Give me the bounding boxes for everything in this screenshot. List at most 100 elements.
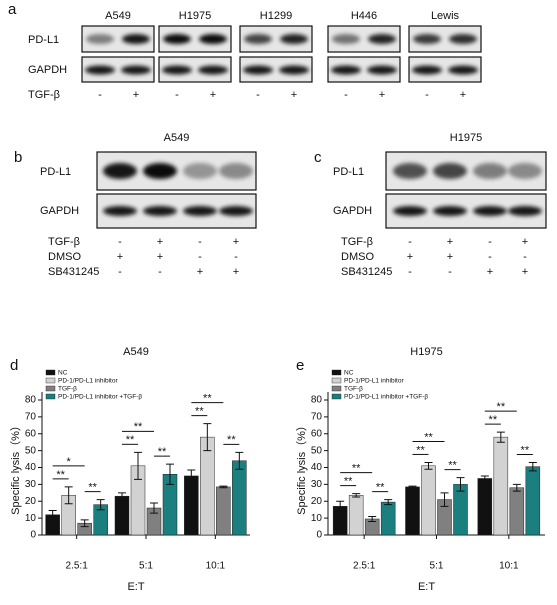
- bar: [380, 501, 396, 536]
- row-label: PD-L1: [28, 34, 59, 46]
- treatment-sign: +: [487, 266, 493, 278]
- blot-band: [332, 34, 360, 44]
- treatment-sign: -: [344, 89, 348, 101]
- treatment-sign: +: [197, 266, 203, 278]
- significance-label: **: [134, 421, 143, 433]
- error-bar: [48, 510, 57, 520]
- legend-swatch: [45, 385, 56, 392]
- blot-band: [393, 163, 427, 179]
- y-tick-label: 0: [316, 530, 322, 541]
- error-bar: [496, 431, 505, 443]
- bar: [200, 436, 215, 536]
- y-tick-label: 20: [25, 496, 37, 507]
- x-tick-label: 2.5:1: [66, 561, 89, 572]
- significance-label: **: [497, 401, 506, 413]
- significance-label: *: [67, 456, 72, 468]
- blot-band: [219, 163, 253, 179]
- blot-band: [199, 34, 227, 44]
- row-label: GAPDH: [333, 205, 372, 217]
- bar: [509, 487, 525, 536]
- cell-line: H1299: [260, 10, 292, 22]
- legend-swatch: [331, 377, 342, 384]
- cell-line: H1975: [179, 10, 211, 22]
- blot-band: [279, 65, 309, 75]
- panel-letter: e: [296, 357, 304, 374]
- error-bar: [235, 451, 244, 470]
- blot-band: [367, 65, 397, 75]
- legend-label: TGF-β: [58, 386, 77, 393]
- treatment-sign: -: [234, 251, 238, 263]
- panel-letter: b: [14, 149, 22, 166]
- x-tick-label: 5:1: [139, 561, 153, 572]
- legend-swatch: [45, 377, 56, 384]
- treatment-sign: +: [379, 89, 385, 101]
- error-bar: [187, 469, 196, 483]
- error-bar: [408, 485, 417, 489]
- row-label: PD-L1: [40, 166, 71, 178]
- significance-label: **: [195, 406, 204, 418]
- y-tick-label: 30: [311, 479, 323, 490]
- treatment-sign: -: [198, 236, 202, 248]
- row-label: GAPDH: [28, 64, 67, 76]
- significance-label: **: [416, 444, 425, 456]
- blot-band: [183, 163, 217, 179]
- treatment-sign: +: [522, 266, 528, 278]
- blot-band: [85, 65, 115, 75]
- legend-swatch: [45, 369, 56, 376]
- x-tick-label: 10:1: [499, 561, 519, 572]
- y-tick-label: 60: [311, 428, 323, 439]
- blot-band: [121, 65, 151, 75]
- x-axis-label: E:T: [127, 581, 144, 593]
- blot-band: [508, 206, 542, 216]
- bar: [525, 466, 541, 536]
- significance-label: **: [352, 463, 361, 475]
- treatment-sign: -: [448, 266, 452, 278]
- treatment-label: TGF-β: [28, 89, 60, 101]
- error-bar: [150, 502, 158, 514]
- y-tick-label: 60: [25, 428, 37, 439]
- significance-label: **: [521, 444, 530, 456]
- bar: [421, 465, 436, 536]
- error-bar: [440, 492, 449, 507]
- panel-letter: a: [8, 1, 17, 18]
- blot-band: [103, 206, 137, 216]
- treatment-sign: +: [522, 236, 528, 248]
- treatment-sign: -: [425, 89, 429, 101]
- legend-label: NC: [58, 370, 68, 377]
- x-tick-label: 10:1: [206, 561, 226, 572]
- treatment-sign: -: [488, 236, 492, 248]
- cell-line: Lewis: [431, 10, 460, 22]
- treatment-sign: -: [98, 89, 102, 101]
- blot-band: [162, 65, 192, 75]
- significance-label: **: [227, 434, 236, 446]
- significance-label: **: [344, 476, 353, 488]
- treatment-sign: +: [157, 236, 163, 248]
- y-tick-label: 10: [25, 513, 37, 524]
- blot-band: [163, 34, 191, 44]
- y-tick-label: 30: [25, 479, 37, 490]
- blot-band: [280, 34, 308, 44]
- y-tick-label: 80: [311, 395, 323, 406]
- blot-title: A549: [164, 132, 190, 144]
- cell-line: H446: [351, 10, 377, 22]
- error-bar: [166, 463, 174, 485]
- treatment-sign: -: [408, 236, 412, 248]
- blot-band: [122, 34, 150, 44]
- legend-label: PD-1/PD-L1 inhibitor +TGF-β: [344, 394, 428, 401]
- y-tick-label: 50: [25, 445, 37, 456]
- error-bar: [96, 499, 105, 511]
- significance-label: **: [158, 446, 167, 458]
- treatment-label: SB431245: [341, 266, 392, 278]
- bar: [348, 495, 364, 536]
- treatment-sign: +: [447, 251, 453, 263]
- treatment-sign: -: [198, 251, 202, 263]
- error-bar: [384, 499, 393, 506]
- bar: [232, 460, 247, 536]
- y-tick-label: 20: [311, 496, 323, 507]
- error-bar: [118, 492, 126, 501]
- legend-label: PD-1/PD-L1 inhibitor +TGF-β: [58, 394, 142, 401]
- chart-title: A549: [123, 346, 149, 358]
- significance-label: **: [424, 431, 433, 443]
- treatment-label: DMSO: [48, 251, 81, 263]
